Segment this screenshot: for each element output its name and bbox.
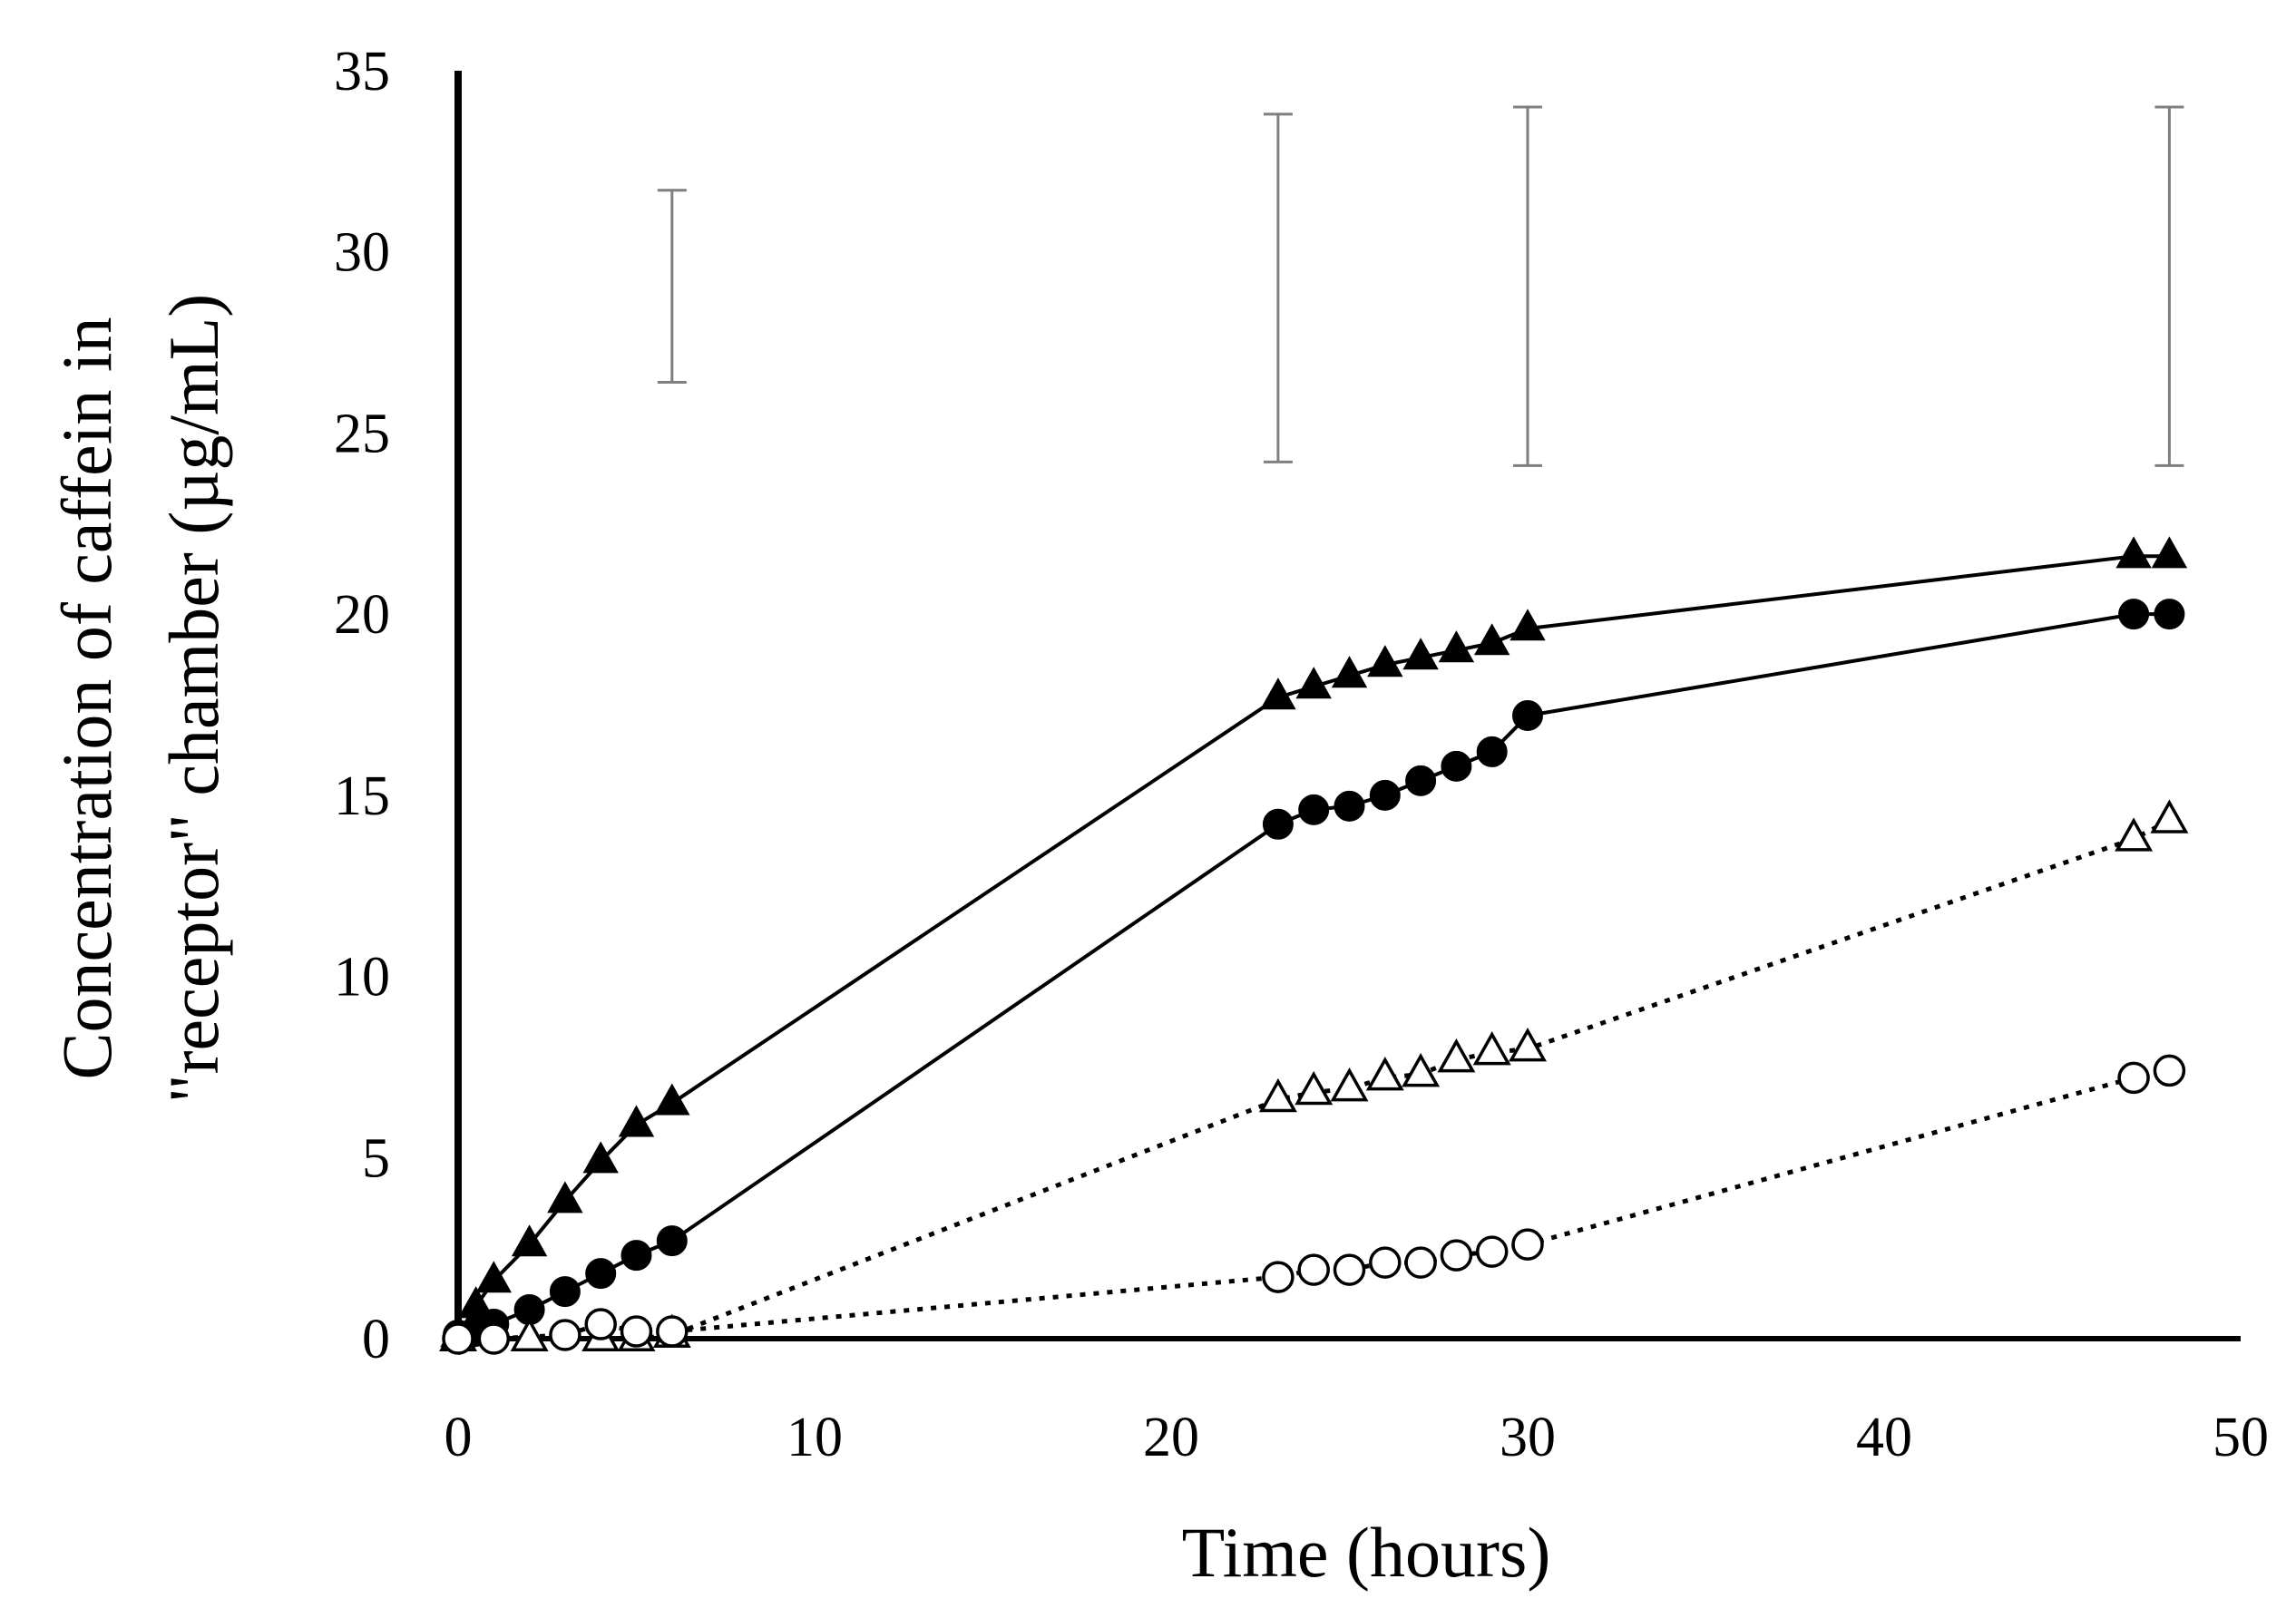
y-tick-label: 5 bbox=[362, 1127, 390, 1189]
data-point-open-circle bbox=[549, 1319, 581, 1351]
x-tick-label: 50 bbox=[2213, 1407, 2269, 1468]
data-point-filled-triangle bbox=[654, 1083, 690, 1116]
data-point-open-circle bbox=[1404, 1246, 1437, 1279]
data-point-open-circle bbox=[656, 1315, 689, 1348]
error-bar bbox=[657, 189, 687, 385]
data-point-filled-circle bbox=[1512, 699, 1543, 731]
data-point-open-triangle bbox=[1258, 1077, 1297, 1113]
x-tick-labels: 0 10 20 30 40 50 bbox=[445, 1407, 2270, 1468]
data-point-filled-circle bbox=[585, 1258, 617, 1290]
data-point-open-triangle bbox=[1330, 1067, 1369, 1102]
y-axis-title-line-1: Concentration of caffein in bbox=[47, 317, 126, 1079]
data-point-open-triangle bbox=[1509, 1028, 1547, 1062]
data-point-open-triangle bbox=[1365, 1057, 1404, 1091]
data-point-open-circle bbox=[1333, 1253, 1366, 1286]
error-bars bbox=[657, 105, 2184, 467]
y-tick-label: 30 bbox=[334, 222, 390, 284]
data-point-open-circle bbox=[1511, 1228, 1544, 1261]
x-tick-label: 40 bbox=[1856, 1407, 1912, 1468]
y-tick-label: 10 bbox=[334, 947, 390, 1009]
data-point-filled-triangle bbox=[547, 1181, 583, 1214]
x-tick-label: 0 bbox=[445, 1407, 473, 1468]
data-point-open-triangle bbox=[2150, 799, 2189, 833]
y-tick-label: 0 bbox=[362, 1309, 390, 1370]
series-line-open-circle bbox=[458, 1067, 2170, 1341]
data-point-filled-triangle bbox=[2151, 536, 2188, 569]
series-markers bbox=[439, 536, 2189, 1355]
data-point-filled-triangle bbox=[1260, 677, 1296, 710]
data-point-filled-triangle bbox=[475, 1261, 513, 1293]
y-tick-label: 25 bbox=[334, 403, 390, 464]
data-point-filled-triangle bbox=[1473, 623, 1510, 656]
data-point-open-circle bbox=[1369, 1246, 1402, 1279]
x-axis-title: Time (hours) bbox=[1182, 1513, 1551, 1592]
data-point-filled-circle bbox=[1476, 736, 1508, 767]
data-point-open-triangle bbox=[510, 1317, 549, 1351]
data-point-filled-circle bbox=[1298, 794, 1330, 825]
data-point-open-circle bbox=[2153, 1054, 2186, 1087]
data-point-filled-circle bbox=[1334, 790, 1365, 822]
y-tick-label: 20 bbox=[334, 584, 390, 646]
data-point-filled-triangle bbox=[618, 1105, 655, 1137]
data-point-open-circle bbox=[1475, 1235, 1509, 1268]
data-point-open-circle bbox=[442, 1322, 474, 1355]
data-point-filled-circle bbox=[620, 1240, 652, 1272]
y-axis-title-line-2: "receptor" chamber (µg/mL) bbox=[154, 294, 233, 1104]
data-point-filled-triangle bbox=[511, 1224, 548, 1257]
data-point-filled-triangle bbox=[2115, 536, 2152, 569]
data-point-filled-triangle bbox=[1295, 667, 1332, 699]
data-point-open-circle bbox=[2117, 1061, 2150, 1095]
y-tick-labels: 0 5 10 15 20 25 30 35 bbox=[334, 41, 390, 1370]
data-point-open-triangle bbox=[1402, 1053, 1441, 1087]
data-point-filled-circle bbox=[549, 1276, 581, 1308]
data-point-filled-circle bbox=[1262, 808, 1294, 840]
error-bar bbox=[1513, 105, 1542, 467]
data-point-filled-circle bbox=[656, 1225, 688, 1257]
x-tick-label: 20 bbox=[1143, 1407, 1199, 1468]
data-point-open-circle bbox=[584, 1308, 617, 1340]
data-point-filled-triangle bbox=[1438, 630, 1475, 663]
data-point-filled-circle bbox=[2154, 599, 2185, 630]
error-bar bbox=[2154, 105, 2184, 467]
x-tick-label: 10 bbox=[787, 1407, 843, 1468]
data-point-filled-triangle bbox=[1402, 638, 1439, 670]
y-tick-label: 35 bbox=[334, 41, 390, 102]
data-point-open-circle bbox=[477, 1322, 511, 1355]
data-point-filled-triangle bbox=[582, 1141, 619, 1174]
error-bar bbox=[1263, 112, 1293, 463]
data-point-open-triangle bbox=[2115, 817, 2154, 852]
data-point-open-circle bbox=[1440, 1239, 1473, 1272]
data-point-filled-circle bbox=[1441, 750, 1472, 782]
data-point-filled-circle bbox=[1405, 765, 1437, 796]
y-axis-title: Concentration of caffein in "receptor" c… bbox=[47, 294, 233, 1104]
data-point-open-triangle bbox=[1472, 1031, 1511, 1066]
data-point-filled-triangle bbox=[1509, 609, 1546, 641]
data-point-filled-circle bbox=[1369, 779, 1401, 811]
data-point-filled-triangle bbox=[1331, 656, 1368, 688]
data-point-filled-circle bbox=[2118, 599, 2150, 630]
data-point-open-triangle bbox=[1437, 1038, 1476, 1073]
data-point-open-triangle bbox=[1295, 1070, 1334, 1106]
data-point-open-circle bbox=[620, 1315, 653, 1348]
x-tick-label: 30 bbox=[1500, 1407, 1556, 1468]
data-point-filled-triangle bbox=[1367, 645, 1403, 677]
y-tick-label: 15 bbox=[334, 765, 390, 827]
data-point-open-circle bbox=[1262, 1261, 1295, 1293]
data-point-open-circle bbox=[1297, 1253, 1330, 1286]
